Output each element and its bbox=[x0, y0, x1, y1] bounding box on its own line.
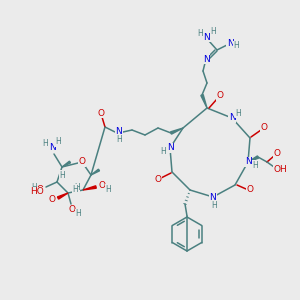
Text: H: H bbox=[211, 200, 217, 209]
Text: N: N bbox=[116, 128, 122, 136]
Text: H: H bbox=[233, 41, 239, 50]
Text: O: O bbox=[217, 92, 224, 100]
Text: HO: HO bbox=[30, 188, 44, 196]
Text: N: N bbox=[202, 55, 209, 64]
Text: O: O bbox=[247, 185, 254, 194]
Text: H: H bbox=[105, 184, 111, 194]
Text: N: N bbox=[167, 143, 173, 152]
Text: O: O bbox=[79, 158, 86, 166]
Text: H: H bbox=[55, 137, 61, 146]
Text: O: O bbox=[49, 196, 56, 205]
Text: H: H bbox=[235, 109, 241, 118]
Text: H: H bbox=[31, 182, 37, 191]
Text: N: N bbox=[226, 38, 233, 47]
Text: H: H bbox=[252, 160, 258, 169]
Text: O: O bbox=[98, 109, 104, 118]
Text: H: H bbox=[210, 26, 216, 35]
Polygon shape bbox=[201, 94, 207, 108]
Polygon shape bbox=[57, 193, 68, 199]
Text: H: H bbox=[74, 182, 80, 191]
Polygon shape bbox=[248, 156, 259, 162]
Text: H: H bbox=[42, 140, 48, 148]
Text: N: N bbox=[204, 32, 210, 41]
Polygon shape bbox=[170, 128, 183, 134]
Text: N: N bbox=[49, 143, 56, 152]
Polygon shape bbox=[83, 186, 96, 190]
Text: H: H bbox=[72, 184, 78, 194]
Polygon shape bbox=[62, 161, 70, 167]
Text: N: N bbox=[244, 158, 251, 166]
Polygon shape bbox=[91, 169, 100, 175]
Text: O: O bbox=[98, 182, 106, 190]
Text: H: H bbox=[116, 134, 122, 143]
Text: N: N bbox=[210, 193, 216, 202]
Text: O: O bbox=[274, 148, 280, 158]
Text: H: H bbox=[75, 209, 81, 218]
Text: O: O bbox=[37, 185, 44, 194]
Text: O: O bbox=[154, 176, 161, 184]
Text: H: H bbox=[160, 148, 166, 157]
Text: OH: OH bbox=[273, 164, 287, 173]
Text: H: H bbox=[197, 28, 203, 38]
Text: N: N bbox=[229, 113, 236, 122]
Text: O: O bbox=[260, 122, 268, 131]
Text: H: H bbox=[59, 170, 65, 179]
Text: O: O bbox=[68, 206, 76, 214]
